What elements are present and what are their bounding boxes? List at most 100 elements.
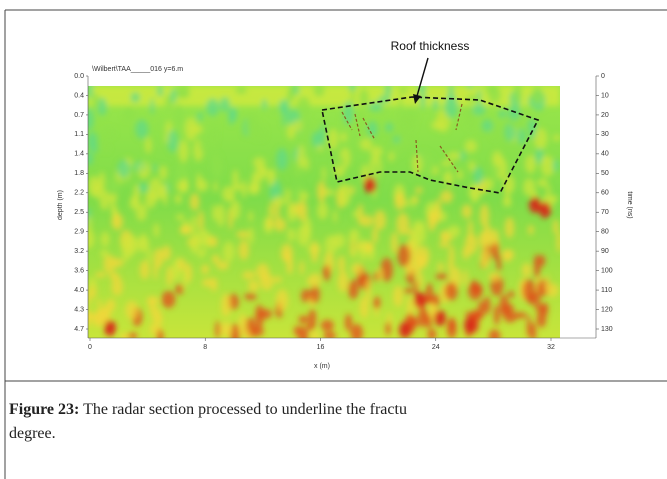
texture-blob xyxy=(463,269,468,287)
texture-blob xyxy=(241,179,247,199)
texture-blob xyxy=(299,191,309,202)
texture-blob xyxy=(439,230,450,242)
arrow-head xyxy=(413,94,421,104)
y-tick-label: 2.2 xyxy=(74,190,84,197)
y2-tick-label: 60 xyxy=(601,190,609,197)
texture-blob xyxy=(393,135,401,144)
texture-blob xyxy=(394,192,406,211)
hot-spot xyxy=(414,292,426,308)
texture-blob xyxy=(350,183,359,191)
texture-blob xyxy=(332,209,338,223)
texture-blob xyxy=(310,330,319,338)
texture-blob xyxy=(385,321,391,336)
texture-blob xyxy=(179,225,192,235)
texture-blob xyxy=(159,121,164,128)
texture-blob xyxy=(130,92,141,103)
texture-blob xyxy=(406,295,414,319)
texture-blob xyxy=(496,253,502,272)
texture-blob xyxy=(189,233,200,255)
texture-blob xyxy=(88,215,92,232)
texture-blob xyxy=(242,271,256,280)
texture-blob xyxy=(435,273,448,280)
texture-blob xyxy=(215,321,221,338)
texture-blob xyxy=(506,291,516,298)
y2-tick-label: 110 xyxy=(601,287,612,294)
texture-blob xyxy=(444,282,458,301)
texture-blob xyxy=(343,101,354,125)
texture-blob xyxy=(460,151,466,161)
blank-strip xyxy=(560,76,596,338)
texture-blob xyxy=(97,97,107,116)
texture-blob xyxy=(322,265,331,282)
texture-blob xyxy=(437,262,444,272)
hot-spot xyxy=(434,310,446,326)
texture-blob xyxy=(159,184,165,200)
texture-blob xyxy=(308,273,322,288)
texture-blob xyxy=(111,213,124,231)
texture-blob xyxy=(270,104,278,114)
texture-blob xyxy=(447,225,461,237)
texture-blob xyxy=(540,155,555,177)
y-tick-label: 0.0 xyxy=(74,73,84,80)
texture-blob xyxy=(403,287,413,294)
texture-blob xyxy=(477,88,482,105)
texture-blob xyxy=(337,270,349,293)
texture-blob xyxy=(493,305,500,326)
texture-blob xyxy=(465,311,472,319)
texture-blob xyxy=(287,203,297,223)
texture-blob xyxy=(359,296,369,319)
y2-tick-label: 20 xyxy=(601,112,609,119)
texture-blob xyxy=(373,296,381,309)
texture-blob xyxy=(415,187,423,194)
texture-blob xyxy=(100,231,110,247)
texture-blob xyxy=(479,247,491,269)
texture-blob xyxy=(472,103,486,116)
texture-blob xyxy=(97,306,103,313)
texture-blob xyxy=(504,217,515,239)
texture-blob xyxy=(388,151,395,162)
hot-spot xyxy=(399,322,411,338)
caption-line: degree. xyxy=(9,425,56,442)
texture-blob xyxy=(478,230,490,249)
texture-blob xyxy=(103,254,116,274)
texture-blob xyxy=(138,164,144,171)
texture-blob xyxy=(153,248,164,268)
texture-blob xyxy=(316,180,327,203)
texture-blob xyxy=(199,135,209,153)
texture-blob xyxy=(99,249,109,258)
texture-blob xyxy=(502,249,512,263)
texture-blob xyxy=(499,294,509,317)
texture-blob xyxy=(195,179,209,192)
texture-blob xyxy=(385,122,394,133)
texture-blob xyxy=(527,224,534,236)
texture-blob xyxy=(197,210,204,232)
texture-blob xyxy=(398,114,411,135)
radargram-texture xyxy=(88,86,560,338)
texture-blob xyxy=(276,148,289,171)
texture-blob xyxy=(534,303,548,312)
texture-blob xyxy=(544,274,550,290)
texture-blob xyxy=(399,133,413,148)
texture-blob xyxy=(398,87,409,94)
texture-blob xyxy=(267,168,276,186)
texture-blob xyxy=(293,325,302,336)
texture-blob xyxy=(216,203,226,227)
texture-blob xyxy=(507,105,521,121)
y-tick-label: 4.0 xyxy=(74,287,84,294)
texture-blob xyxy=(411,194,416,209)
texture-blob xyxy=(297,200,308,222)
texture-blob xyxy=(467,219,474,242)
texture-blob xyxy=(238,240,250,260)
annotation: Roof thickness xyxy=(391,39,470,53)
texture-blob xyxy=(427,328,437,338)
texture-blob xyxy=(127,332,138,338)
texture-blob xyxy=(447,151,461,160)
texture-blob xyxy=(275,289,289,311)
texture-blob xyxy=(286,123,296,140)
texture-blob xyxy=(238,313,247,337)
texture-blob xyxy=(125,300,139,320)
texture-blob xyxy=(119,332,130,338)
texture-blob xyxy=(441,160,453,167)
texture-blob xyxy=(92,181,102,199)
